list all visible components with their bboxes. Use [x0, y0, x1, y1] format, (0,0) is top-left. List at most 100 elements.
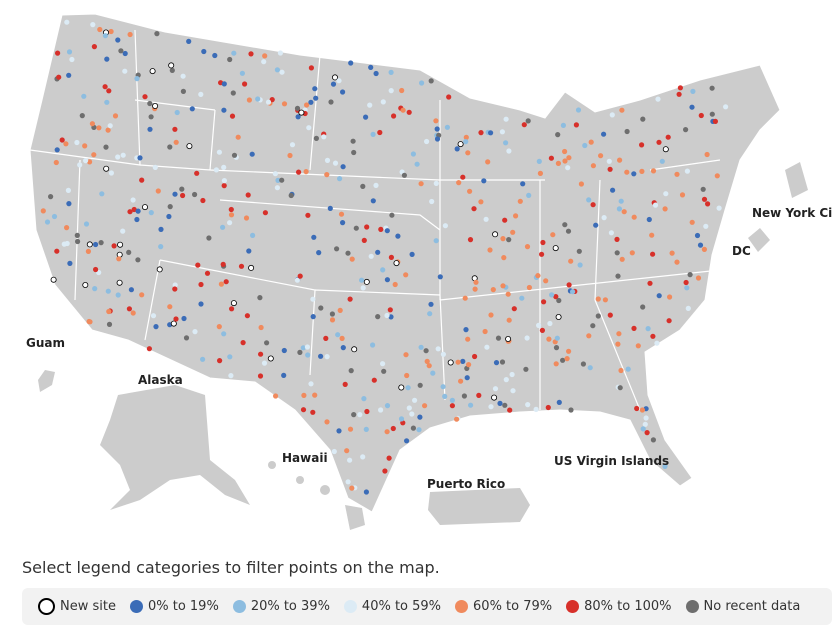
site-dot[interactable] [344, 448, 350, 454]
site-dot[interactable] [246, 97, 252, 103]
site-dot[interactable] [562, 148, 568, 155]
site-dot[interactable] [442, 223, 448, 229]
site-dot[interactable] [543, 278, 549, 284]
site-dot[interactable] [506, 317, 512, 323]
site-dot[interactable] [312, 86, 318, 92]
site-dot[interactable] [117, 241, 124, 248]
site-dot[interactable] [525, 402, 531, 408]
site-dot[interactable] [200, 197, 206, 204]
site-dot[interactable] [427, 311, 433, 317]
site-dot[interactable] [446, 94, 452, 100]
site-dot[interactable] [433, 238, 439, 244]
site-dot[interactable] [74, 139, 80, 146]
site-dot[interactable] [659, 158, 665, 164]
site-dot[interactable] [328, 99, 334, 105]
site-dot[interactable] [318, 353, 324, 359]
site-dot[interactable] [112, 113, 119, 119]
site-dot[interactable] [533, 406, 539, 412]
site-dot[interactable] [606, 158, 612, 164]
site-dot[interactable] [348, 60, 354, 66]
site-dot[interactable] [492, 386, 499, 392]
site-dot[interactable] [566, 348, 572, 354]
site-dot[interactable] [505, 335, 512, 342]
site-dot[interactable] [308, 381, 314, 387]
site-dot[interactable] [363, 114, 369, 120]
site-dot[interactable] [546, 336, 552, 342]
site-dot[interactable] [465, 336, 471, 342]
site-dot[interactable] [111, 243, 117, 249]
site-dot[interactable] [118, 48, 124, 54]
site-dot[interactable] [685, 305, 691, 311]
site-dot[interactable] [645, 326, 651, 332]
site-dot[interactable] [359, 277, 365, 283]
site-dot[interactable] [92, 286, 98, 292]
site-dot[interactable] [429, 198, 435, 205]
site-dot[interactable] [576, 248, 582, 254]
site-dot[interactable] [316, 250, 322, 256]
site-dot[interactable] [464, 375, 470, 381]
site-dot[interactable] [616, 331, 622, 337]
site-dot[interactable] [506, 148, 512, 154]
site-dot[interactable] [403, 352, 409, 358]
site-dot[interactable] [384, 228, 390, 234]
site-dot[interactable] [461, 393, 467, 399]
site-dot[interactable] [634, 405, 640, 412]
legend-item[interactable]: 40% to 59% [343, 599, 441, 614]
site-dot[interactable] [389, 212, 395, 218]
site-dot[interactable] [216, 324, 222, 330]
site-dot[interactable] [363, 426, 369, 432]
site-dot[interactable] [562, 158, 568, 164]
site-dot[interactable] [423, 348, 429, 354]
site-dot[interactable] [580, 361, 587, 367]
site-dot[interactable] [141, 204, 148, 211]
site-dot[interactable] [631, 171, 637, 177]
legend-item[interactable]: 60% to 79% [455, 599, 552, 614]
site-dot[interactable] [570, 289, 576, 295]
site-dot[interactable] [340, 89, 346, 95]
site-dot[interactable] [115, 37, 121, 43]
site-dot[interactable] [716, 205, 722, 211]
site-dot[interactable] [631, 325, 637, 331]
site-dot[interactable] [312, 392, 318, 398]
site-dot[interactable] [465, 150, 471, 156]
site-dot[interactable] [566, 282, 572, 288]
site-dot[interactable] [128, 287, 134, 293]
site-dot[interactable] [180, 192, 186, 199]
site-dot[interactable] [274, 67, 280, 73]
site-dot[interactable] [714, 173, 720, 179]
site-dot[interactable] [310, 314, 316, 320]
site-dot[interactable] [454, 416, 460, 422]
site-dot[interactable] [321, 134, 327, 140]
site-dot[interactable] [655, 96, 661, 102]
site-dot[interactable] [398, 416, 405, 422]
site-dot[interactable] [650, 168, 657, 174]
site-dot[interactable] [361, 396, 367, 402]
site-dot[interactable] [553, 361, 559, 367]
site-dot[interactable] [281, 372, 287, 378]
site-dot[interactable] [213, 167, 219, 173]
site-dot[interactable] [195, 262, 201, 268]
site-dot[interactable] [186, 38, 192, 45]
site-dot[interactable] [347, 457, 353, 463]
site-dot[interactable] [180, 73, 186, 79]
site-dot[interactable] [368, 64, 374, 70]
site-dot[interactable] [556, 297, 562, 304]
site-dot[interactable] [142, 94, 148, 100]
site-dot[interactable] [650, 437, 657, 443]
site-dot[interactable] [701, 196, 708, 202]
site-dot[interactable] [258, 324, 264, 331]
site-dot[interactable] [499, 129, 505, 135]
site-dot[interactable] [311, 234, 317, 240]
site-dot[interactable] [593, 222, 599, 228]
site-dot[interactable] [336, 428, 342, 434]
site-dot[interactable] [83, 158, 89, 164]
site-dot[interactable] [64, 19, 70, 25]
site-dot[interactable] [683, 279, 689, 286]
site-dot[interactable] [424, 358, 430, 364]
site-dot[interactable] [287, 152, 293, 159]
site-dot[interactable] [274, 185, 280, 191]
site-dot[interactable] [148, 114, 154, 120]
site-dot[interactable] [434, 136, 441, 142]
site-dot[interactable] [59, 137, 65, 143]
site-dot[interactable] [519, 295, 525, 301]
